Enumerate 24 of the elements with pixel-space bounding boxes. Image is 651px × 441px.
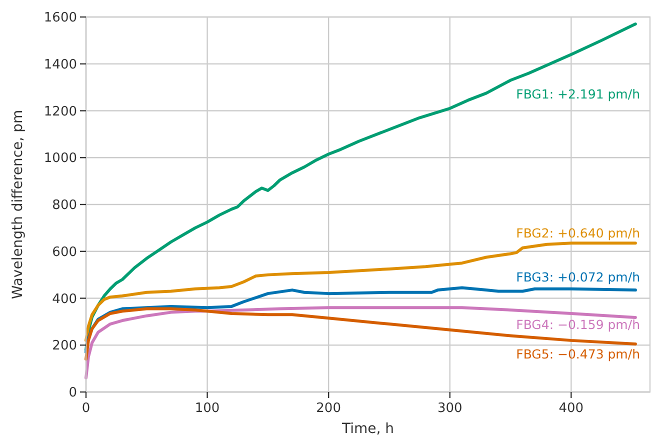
x-tick-label: 100 <box>194 401 220 416</box>
y-tick-label: 1400 <box>44 57 77 72</box>
line-series <box>84 307 637 361</box>
line-series <box>84 242 637 342</box>
series-label: FBG2: +0.640 pm/h <box>516 226 640 241</box>
y-tick-label: 0 <box>68 386 77 401</box>
series-label: FBG5: −0.473 pm/h <box>516 346 640 362</box>
y-tick-label: 800 <box>52 198 77 214</box>
x-tick-label: 200 <box>316 401 341 416</box>
line-series <box>84 306 637 380</box>
y-tick-label: 1600 <box>44 10 77 26</box>
series-label: FBG3: +0.072 pm/h <box>516 269 640 284</box>
y-axis-title: Wavelength difference, pm <box>10 110 26 300</box>
series-label: FBG4: −0.159 pm/h <box>516 316 640 332</box>
x-tick-label: 0 <box>82 401 90 416</box>
x-axis-title: Time, h <box>340 421 394 437</box>
series-label: FBG1: +2.191 pm/h <box>516 86 640 102</box>
y-tick-label: 400 <box>52 292 77 307</box>
y-tick-label: 200 <box>52 338 77 354</box>
x-tick-label: 300 <box>437 401 462 416</box>
x-tick-label: 400 <box>558 401 584 416</box>
y-tick-label: 1200 <box>44 104 77 120</box>
y-tick-label: 1000 <box>44 151 77 166</box>
y-tick-label: 600 <box>52 244 77 260</box>
